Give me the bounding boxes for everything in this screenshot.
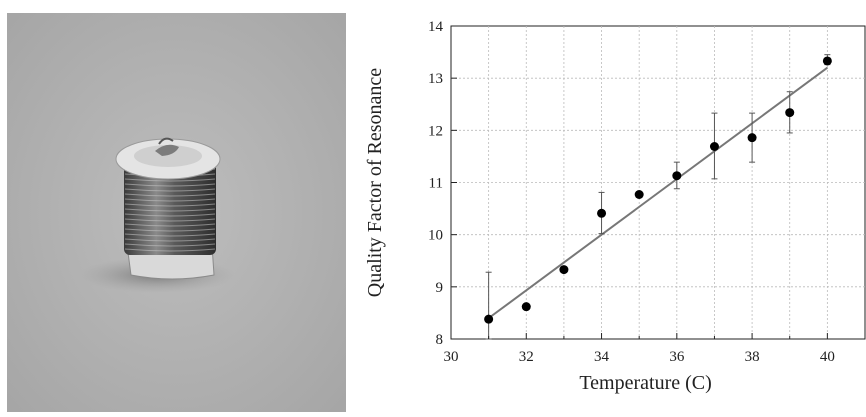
data-point bbox=[747, 133, 757, 143]
data-point bbox=[634, 189, 644, 199]
data-point bbox=[521, 302, 531, 312]
x-tick-label: 30 bbox=[444, 349, 459, 365]
chart-panel: 30 32 34 36 38 40 8 9 10 11 12 13 14 Temperature (C… bbox=[356, 0, 866, 412]
data-point bbox=[597, 208, 607, 218]
plot-area bbox=[450, 25, 866, 340]
y-tick-label: 13 bbox=[428, 71, 443, 87]
data-point bbox=[672, 171, 682, 181]
coil-photo bbox=[7, 13, 346, 412]
y-tick-label: 12 bbox=[428, 123, 443, 139]
data-points bbox=[484, 56, 832, 324]
data-point bbox=[484, 314, 494, 324]
y-tick-label: 10 bbox=[428, 228, 443, 244]
x-tick-label: 40 bbox=[820, 349, 835, 365]
gridlines bbox=[451, 26, 865, 339]
x-tick-label: 32 bbox=[519, 349, 534, 365]
data-point bbox=[559, 265, 569, 275]
fit-line bbox=[488, 66, 828, 319]
data-point bbox=[709, 142, 719, 152]
y-tick-label: 11 bbox=[429, 176, 443, 192]
fit-line-group bbox=[488, 66, 828, 319]
x-tick-label: 36 bbox=[669, 349, 685, 365]
x-axis-label: Temperature (C) bbox=[579, 372, 711, 394]
y-axis-ticks: 8 9 10 11 12 13 14 bbox=[428, 19, 457, 348]
y-tick-label: 8 bbox=[436, 332, 444, 348]
y-axis-label: Quality Factor of Resonance bbox=[364, 68, 386, 297]
x-tick-label: 34 bbox=[594, 349, 610, 365]
q-factor-scatter-chart: 30 32 34 36 38 40 8 9 10 11 12 13 14 Temperature (C… bbox=[364, 19, 866, 394]
x-tick-label: 38 bbox=[745, 349, 760, 365]
data-point bbox=[785, 108, 795, 118]
data-point bbox=[822, 56, 832, 66]
y-tick-label: 9 bbox=[436, 280, 444, 296]
y-tick-label: 14 bbox=[428, 19, 444, 35]
wire-coil-image bbox=[7, 13, 346, 412]
x-axis-ticks: 30 32 34 36 38 40 bbox=[444, 333, 835, 365]
